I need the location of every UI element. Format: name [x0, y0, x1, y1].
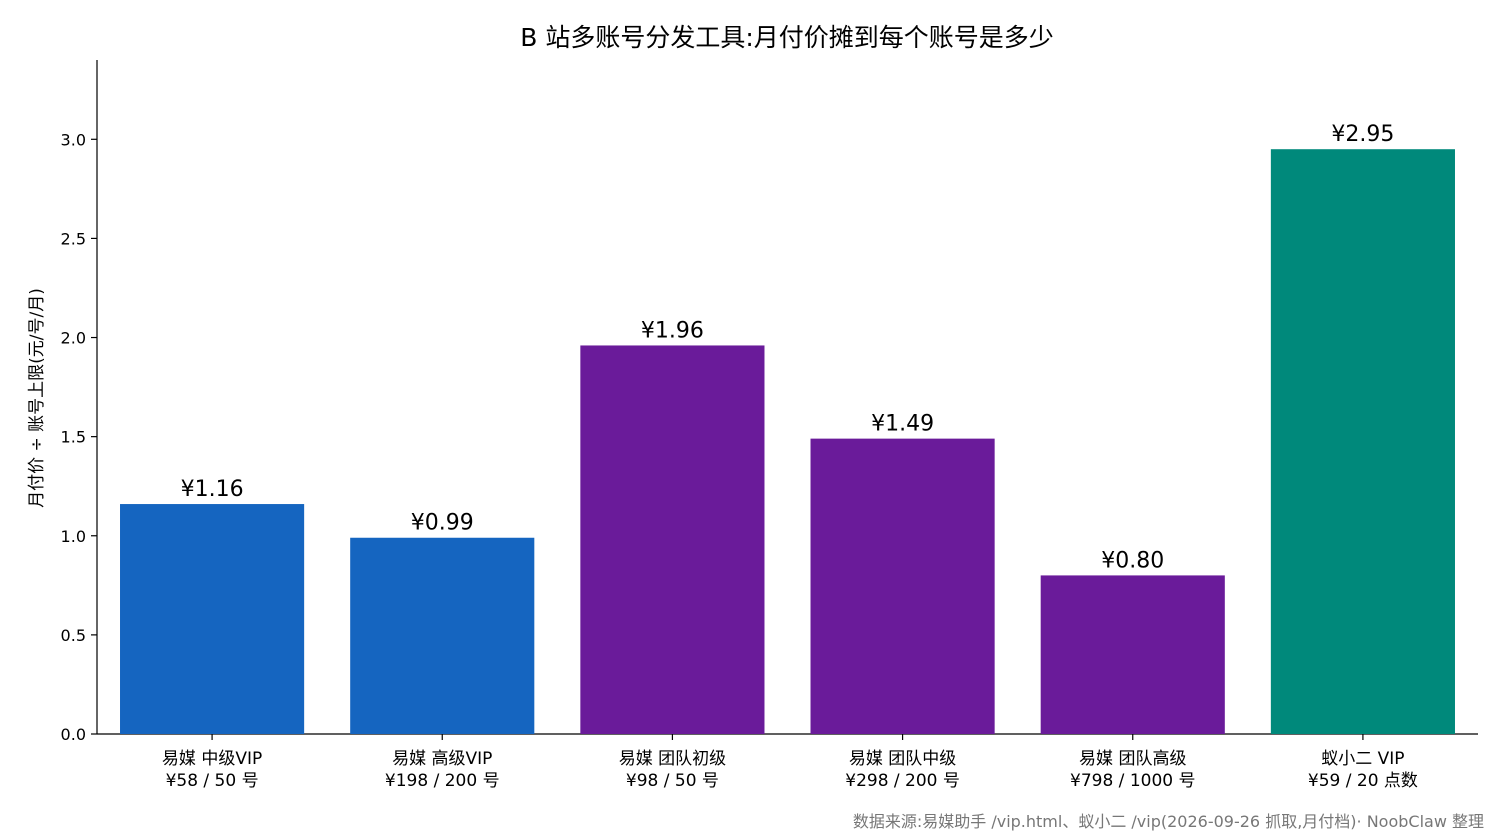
data-label: ¥1.16 [181, 477, 244, 502]
chart-title: B 站多账号分发工具:月付价摊到每个账号是多少 [520, 23, 1054, 52]
plot-area: 0.0 0.5 1.0 1.5 2.0 2.5 3.0 ¥1.16 易媒 中级VIP¥58 / … [61, 60, 1478, 791]
x-tick-label-sub: ¥59 / 20 点数 [1308, 771, 1418, 791]
x-tick-label-sub: ¥298 / 200 号 [845, 771, 960, 791]
y-tick-label: 0.5 [61, 626, 86, 645]
x-tick-label: 易媒 团队初级 [619, 749, 726, 769]
data-label: ¥0.80 [1101, 548, 1164, 573]
x-tick-label-sub: ¥198 / 200 号 [385, 771, 500, 791]
bar [1270, 149, 1455, 735]
data-label: ¥1.96 [641, 318, 704, 343]
x-tick-label: 易媒 团队高级 [1079, 749, 1186, 769]
x-tick-label: 易媒 中级VIP [162, 749, 262, 769]
y-tick-label: 3.0 [61, 130, 86, 149]
source-note: 数据来源:易媒助手 /vip.html、蚁小二 /vip(2026-09-26 … [853, 812, 1484, 831]
x-tick-label: 易媒 团队中级 [849, 749, 956, 769]
y-tick-label: 1.0 [61, 527, 86, 546]
y-tick-label: 2.5 [61, 229, 86, 248]
x-tick-label-sub: ¥98 / 50 号 [626, 771, 719, 791]
x-tick-label-sub: ¥58 / 50 号 [166, 771, 259, 791]
y-tick-label: 2.0 [61, 329, 86, 348]
bar [120, 504, 305, 734]
x-tick-label-sub: ¥798 / 1000 号 [1070, 771, 1195, 791]
y-tick-label: 0.0 [61, 725, 86, 744]
x-tick-label: 蚁小二 VIP [1321, 749, 1404, 769]
bar [350, 537, 535, 734]
bar [810, 438, 995, 734]
y-tick-label: 1.5 [61, 428, 86, 447]
bar [580, 345, 765, 734]
x-tick-label: 易媒 高级VIP [392, 749, 492, 769]
data-label: ¥0.99 [411, 511, 474, 536]
y-axis-label: 月付价 ÷ 账号上限(元/号/月) [27, 288, 47, 508]
bar [1040, 575, 1225, 734]
data-label: ¥1.49 [871, 412, 934, 437]
data-label: ¥2.95 [1331, 122, 1394, 147]
